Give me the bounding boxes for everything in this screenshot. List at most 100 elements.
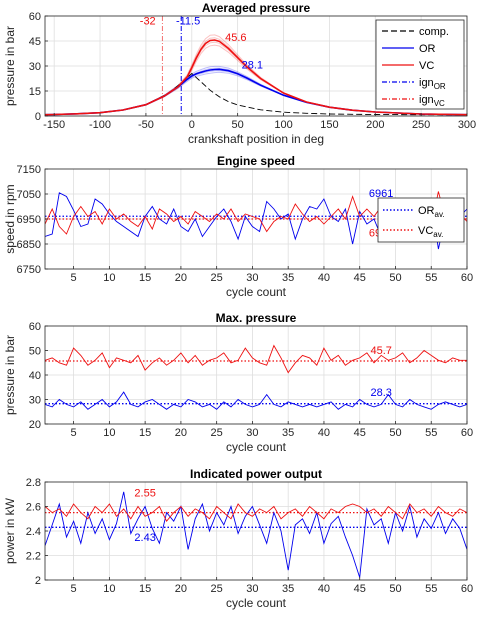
x-tick-label: 5: [71, 427, 77, 439]
x-tick-label: 20: [175, 427, 187, 439]
x-tick-label: 5: [71, 583, 77, 595]
legend-label-subscript: av.: [435, 210, 445, 219]
legend-label-ign_vc: ignVC: [419, 94, 445, 108]
x-tick-label: 20: [175, 583, 187, 595]
plot-marks: [45, 344, 467, 410]
y-tick-label: 60: [29, 11, 41, 23]
chart-title: Engine speed: [217, 154, 295, 168]
chart-pressure: -150 -100 -50 0 50 100 150 200 250 300 0 15 30 45 60 Av…: [3, 1, 476, 146]
y-tick-label: 6850: [17, 239, 41, 251]
x-tick-label: 5: [71, 272, 77, 284]
x-axis-label: cycle count: [226, 596, 287, 610]
x-axis-label: cycle count: [226, 440, 287, 454]
data-label: 6961: [369, 188, 393, 200]
y-tick-label: 60: [29, 321, 41, 333]
y-tick-label: 30: [29, 395, 41, 407]
legend-label-text: VC: [419, 60, 434, 72]
y-tick-label: 6950: [17, 214, 41, 226]
y-axis-label: pressure in bar: [3, 26, 17, 106]
chart-speed: 5 10 15 20 25 30 35 40 45 50 55 60 6750 6850 6950 7050 7…: [3, 154, 473, 299]
x-tick-label: 250: [412, 119, 430, 131]
legend: ORav.VCav.: [377, 197, 465, 243]
x-tick-label: -100: [89, 119, 111, 131]
data-label: 45.6: [225, 32, 246, 44]
x-tick-label: 55: [425, 272, 437, 284]
x-tick-label: 20: [175, 272, 187, 284]
y-tick-label: 7050: [17, 189, 41, 201]
x-tick-label: 35: [282, 272, 294, 284]
x-tick-label: 55: [425, 427, 437, 439]
x-tick-label: 50: [389, 427, 401, 439]
y-tick-label: 20: [29, 419, 41, 431]
series-line-vc: [45, 503, 467, 523]
series-line-or: [45, 491, 467, 578]
legend-label-subscript: OR: [434, 82, 446, 91]
x-tick-label: 60: [461, 427, 473, 439]
x-tick-label: 30: [246, 583, 258, 595]
data-label: -11.5: [176, 15, 200, 27]
legend-label-text: ign: [419, 94, 434, 106]
legend-label-comp: comp.: [419, 26, 449, 38]
y-tick-label: 6750: [17, 264, 41, 276]
x-tick-label: 30: [246, 272, 258, 284]
legend-label-text: VC: [418, 225, 433, 237]
x-axis-label: crankshaft position in deg: [188, 132, 324, 146]
y-tick-label: 0: [35, 111, 41, 123]
legend-label-ign_or: ignOR: [419, 77, 446, 91]
x-tick-label: 150: [320, 119, 338, 131]
x-tick-label: 15: [139, 272, 151, 284]
plot-marks: [45, 491, 467, 578]
y-tick-label: 2.2: [26, 551, 41, 563]
x-tick-label: 60: [461, 583, 473, 595]
x-tick-label: 35: [282, 427, 294, 439]
chart-power: 5 10 15 20 25 30 35 40 45 50 55 60 2 2.2 2.4 2.6 2.8 Indi…: [3, 467, 473, 610]
data-label: 2.55: [134, 488, 155, 500]
x-tick-label: 0: [189, 119, 195, 131]
x-tick-label: 100: [274, 119, 292, 131]
y-tick-label: 2.4: [26, 526, 41, 538]
legend-box: [377, 197, 465, 243]
y-tick-label: 2.6: [26, 502, 41, 514]
series-line-or: [45, 391, 467, 410]
series-line-vc: [45, 39, 467, 116]
data-label: 2.43: [134, 532, 155, 544]
x-tick-label: -50: [138, 119, 154, 131]
legend-label-subscript: av.: [433, 230, 443, 239]
y-tick-label: 15: [29, 86, 41, 98]
y-tick-label: 50: [29, 346, 41, 358]
plot-marks: [45, 16, 467, 116]
x-tick-label: 45: [354, 427, 366, 439]
x-tick-label: 15: [139, 583, 151, 595]
y-axis-label: pressure in bar: [3, 335, 17, 415]
x-tick-label: 45: [354, 272, 366, 284]
data-label: -32: [140, 15, 156, 27]
chart-title: Max. pressure: [216, 311, 297, 325]
legend-label-or: ORav.: [418, 205, 445, 219]
x-tick-label: 45: [354, 583, 366, 595]
data-label: 45.7: [370, 345, 391, 357]
legend-label-vc: VC: [419, 60, 434, 72]
data-label: 28.3: [370, 387, 391, 399]
x-tick-label: 200: [366, 119, 384, 131]
x-tick-label: 40: [318, 427, 330, 439]
x-tick-label: 10: [103, 427, 115, 439]
x-tick-label: -150: [43, 119, 65, 131]
x-tick-label: 25: [211, 272, 223, 284]
x-tick-label: 300: [458, 119, 476, 131]
legend-label-text: comp.: [419, 26, 449, 38]
x-tick-label: 50: [389, 272, 401, 284]
x-tick-label: 55: [425, 583, 437, 595]
legend-label-subscript: VC: [434, 99, 445, 108]
legend-label-text: OR: [418, 205, 435, 217]
y-tick-label: 30: [29, 61, 41, 73]
chart-title: Averaged pressure: [202, 1, 311, 15]
y-tick-label: 2: [35, 575, 41, 587]
series-line-vc: [45, 344, 467, 374]
legend-label-text: ign: [419, 77, 434, 89]
y-axis-label: power in kW: [3, 497, 17, 564]
chart-title: Indicated power output: [190, 467, 322, 481]
x-tick-label: 60: [461, 272, 473, 284]
x-tick-label: 40: [318, 583, 330, 595]
